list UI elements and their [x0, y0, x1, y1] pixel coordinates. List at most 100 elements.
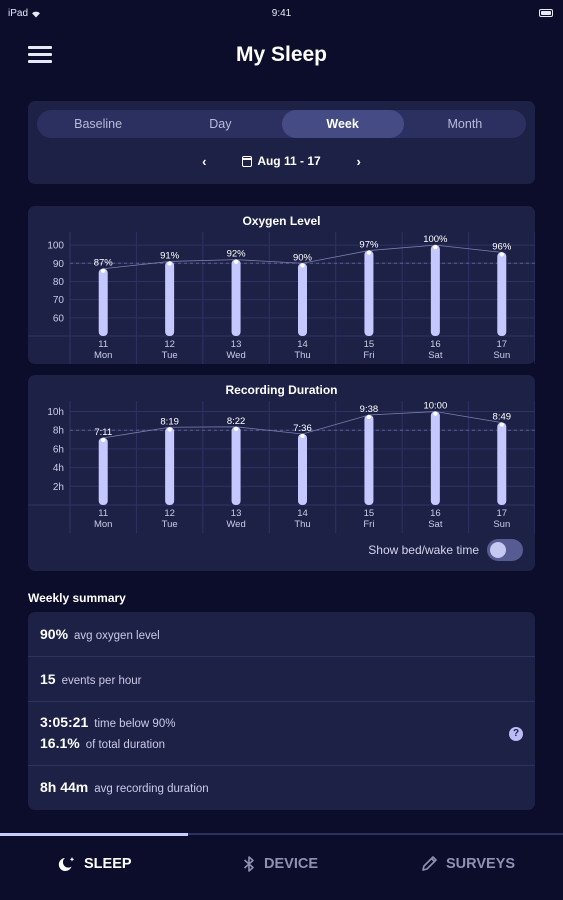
- chart-bar: [497, 252, 507, 336]
- data-point: [233, 259, 239, 264]
- y-tick-label: 100: [47, 241, 64, 252]
- x-tick-day-name: Sun: [493, 519, 510, 530]
- duration-chart-card: Recording Duration 2h 4h 6h 8h 10h 7:11 11 Mon 8…: [28, 375, 535, 571]
- chevron-left-icon[interactable]: ‹: [202, 153, 207, 169]
- chart-bar: [231, 426, 241, 505]
- x-tick-day-name: Wed: [226, 519, 245, 530]
- time-below-label: time below 90%: [94, 718, 176, 730]
- avg-oxygen-label: avg oxygen level: [74, 630, 160, 642]
- data-label: 90%: [293, 252, 313, 263]
- events-value: 15: [40, 671, 56, 687]
- toggle-knob: [490, 542, 506, 558]
- chart-bar: [364, 250, 374, 336]
- y-tick-label: 90: [53, 259, 65, 270]
- events-label: events per hour: [61, 675, 142, 687]
- nav-device[interactable]: DEVICE: [242, 853, 318, 875]
- avg-duration-label: avg recording duration: [94, 783, 209, 795]
- tab-baseline[interactable]: Baseline: [74, 117, 123, 131]
- oxygen-chart-card: Oxygen Level 60 70 80 90 100 87% 11 Mon 91% 12 Tue…: [28, 206, 535, 364]
- data-point: [167, 261, 172, 266]
- hamburger-menu-icon[interactable]: [28, 44, 52, 64]
- status-time: 9:41: [271, 8, 292, 19]
- data-label: 7:11: [94, 427, 112, 438]
- x-tick-day-number: 17: [496, 339, 507, 350]
- active-tab-indicator: [0, 833, 188, 836]
- chevron-right-icon[interactable]: ›: [356, 153, 361, 169]
- y-tick-label: 6h: [53, 444, 64, 455]
- x-tick-day-name: Sat: [428, 350, 443, 361]
- nav-surveys[interactable]: SURVEYS: [420, 853, 515, 875]
- status-left: iPad: [8, 8, 41, 19]
- x-tick-day-number: 15: [364, 508, 375, 519]
- period-card: Baseline Day Week Month ‹ Aug 11 - 17 ›: [28, 101, 535, 184]
- moon-icon: [58, 857, 75, 871]
- data-point: [366, 250, 372, 255]
- chart-title: Oxygen Level: [242, 214, 321, 228]
- x-tick-day-number: 17: [496, 508, 507, 519]
- pct-total-label: of total duration: [85, 739, 165, 751]
- avg-oxygen-value: 90%: [40, 626, 69, 642]
- x-tick-day-number: 13: [231, 508, 242, 519]
- chart-bar: [98, 268, 108, 336]
- date-navigator: ‹ Aug 11 - 17 ›: [28, 151, 535, 171]
- data-point: [366, 414, 372, 420]
- data-label: 92%: [227, 249, 247, 260]
- x-tick-day-name: Thu: [294, 350, 310, 361]
- x-tick-day-name: Mon: [94, 519, 112, 530]
- summary-row-duration: 8h 44m avg recording duration: [28, 766, 535, 810]
- y-tick-label: 4h: [53, 463, 64, 474]
- x-tick-day-number: 13: [231, 339, 242, 350]
- nav-surveys-label: SURVEYS: [446, 856, 516, 872]
- date-range[interactable]: Aug 11 - 17: [242, 154, 321, 168]
- status-bar: iPad 9:41: [0, 0, 563, 26]
- data-label: 8:49: [493, 412, 512, 423]
- y-tick-label: 2h: [53, 482, 64, 493]
- x-tick-day-number: 16: [430, 508, 441, 519]
- summary-heading: Weekly summary: [28, 591, 126, 605]
- x-tick-day-name: Tue: [162, 350, 178, 361]
- data-point: [433, 411, 438, 416]
- x-tick-day-number: 15: [364, 339, 375, 350]
- avg-duration-value: 8h 44m: [40, 779, 89, 795]
- data-point: [499, 252, 504, 257]
- data-label: 96%: [492, 241, 512, 252]
- chart-bar: [298, 263, 307, 336]
- x-tick-day-number: 11: [98, 339, 108, 350]
- bed-wake-toggle[interactable]: [487, 539, 523, 561]
- data-label: 91%: [160, 250, 180, 261]
- data-label: 10:00: [423, 401, 447, 412]
- x-tick-day-name: Sat: [428, 519, 443, 530]
- data-label: 8:19: [160, 416, 179, 427]
- data-label: 9:38: [360, 404, 379, 415]
- data-label: 87%: [94, 258, 114, 269]
- x-tick-day-number: 14: [297, 339, 308, 350]
- data-point: [167, 427, 172, 432]
- chart-title: Recording Duration: [225, 383, 338, 397]
- bottom-nav-divider: [0, 833, 563, 835]
- summary-row-oxygen: 90% avg oxygen level: [28, 612, 535, 657]
- nav-sleep[interactable]: SLEEP: [58, 853, 132, 875]
- battery-icon: [539, 9, 553, 17]
- chart-bar: [231, 259, 241, 336]
- y-tick-label: 10h: [47, 407, 64, 418]
- date-range-label: Aug 11 - 17: [257, 154, 321, 168]
- tab-day[interactable]: Day: [209, 117, 232, 131]
- bed-wake-label: Show bed/wake time: [368, 543, 479, 557]
- chart-bar: [165, 427, 175, 505]
- period-tabs: Baseline Day Week Month: [37, 110, 526, 138]
- x-tick-day-name: Thu: [294, 519, 310, 530]
- x-tick-day-name: Wed: [226, 350, 245, 361]
- question-mark-icon[interactable]: ?: [509, 727, 523, 741]
- y-tick-label: 70: [53, 295, 65, 306]
- x-tick-day-name: Fri: [363, 519, 374, 530]
- chart-bar: [430, 245, 440, 336]
- data-point: [300, 263, 305, 268]
- x-tick-day-name: Mon: [94, 350, 112, 361]
- data-label: 97%: [359, 240, 379, 251]
- data-point: [233, 426, 239, 432]
- tab-month[interactable]: Month: [447, 117, 483, 131]
- device-name: iPad: [8, 8, 29, 19]
- tab-week[interactable]: Week: [281, 110, 404, 138]
